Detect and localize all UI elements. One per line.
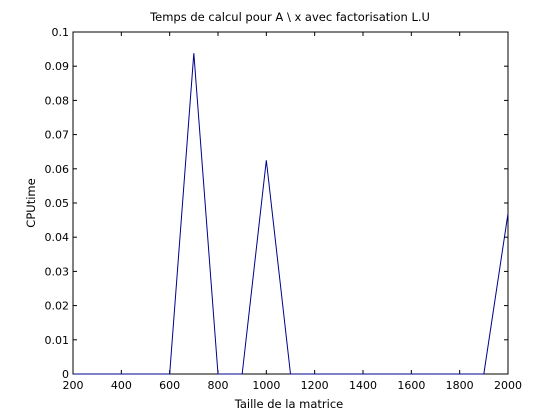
y-tick-label: 0.06 [45,163,70,176]
y-axis: 0 0.01 0.02 0.03 0.04 0.05 0.06 0.07 0.08 0.09 0.1 [45,26,508,381]
y-tick-label: 0.1 [52,26,70,39]
chart-title: Temps de calcul pour A \ x avec factoris… [149,10,430,24]
y-tick-label: 0 [62,368,69,381]
plot-area: 200 400 600 800 1000 1200 1400 1600 1800 2000 0 0.… [45,26,523,392]
y-tick-label: 0.01 [45,334,70,347]
x-tick-label: 1000 [252,379,280,392]
x-tick-label: 800 [208,379,229,392]
y-tick-label: 0.03 [45,265,70,278]
x-tick-label: 1800 [446,379,474,392]
series-group [73,53,509,375]
y-tick-label: 0.09 [45,60,70,73]
x-axis: 200 400 600 800 1000 1200 1400 1600 1800 2000 [63,32,522,392]
series-line [73,53,509,375]
x-tick-label: 2000 [494,379,522,392]
x-tick-label: 1400 [349,379,377,392]
x-axis-label: Taille de la matrice [234,397,344,411]
x-tick-label: 600 [159,379,180,392]
x-tick-label: 1600 [397,379,425,392]
x-tick-label: 400 [111,379,132,392]
x-tick-label: 200 [63,379,84,392]
y-tick-label: 0.05 [45,197,70,210]
y-tick-label: 0.08 [45,94,70,107]
y-tick-label: 0.07 [45,129,70,142]
y-axis-label: CPUtime [24,178,38,227]
y-tick-label: 0.02 [45,300,70,313]
x-tick-label: 1200 [301,379,329,392]
axes-box [72,31,509,375]
y-tick-label: 0.04 [45,231,70,244]
